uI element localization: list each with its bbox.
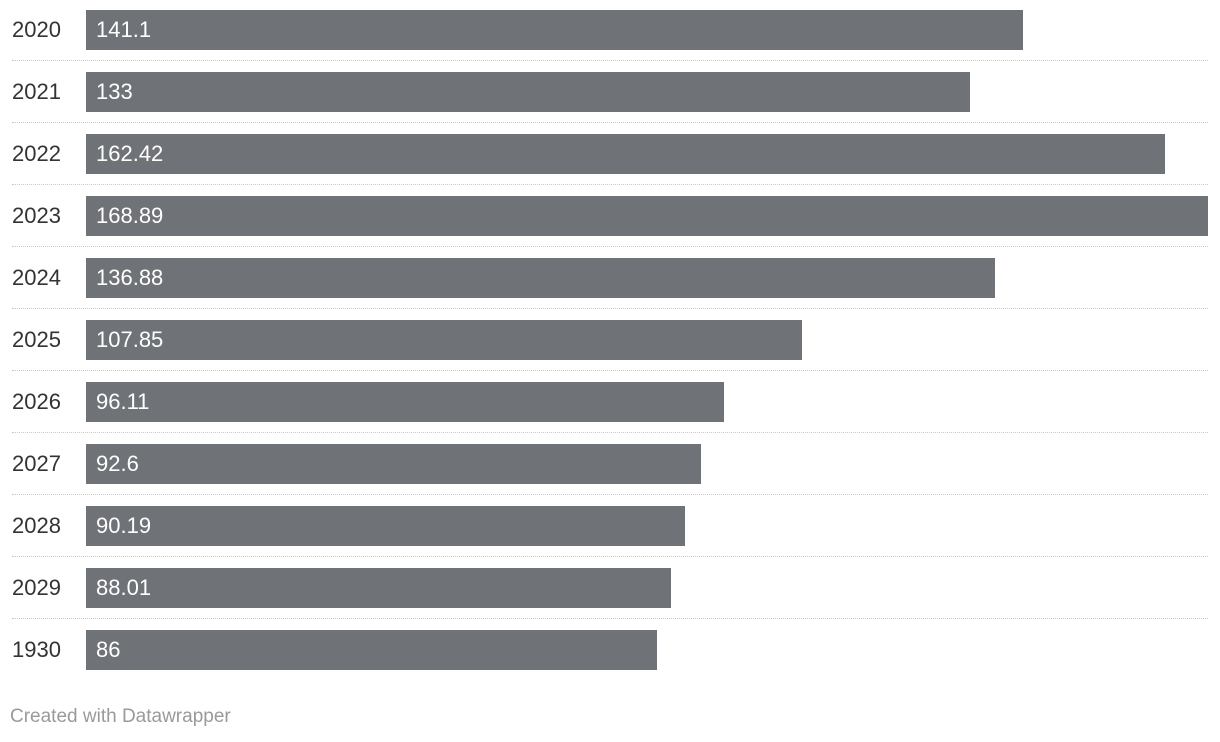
bar bbox=[86, 382, 724, 422]
chart-row: 2027 92.6 bbox=[0, 444, 1220, 506]
bar-value-label: 136.88 bbox=[96, 265, 164, 290]
bar bbox=[86, 444, 701, 484]
bar-value-label: 162.42 bbox=[96, 141, 164, 166]
bar bbox=[86, 568, 671, 608]
bar-chart: 2020 141.1 2021 133 2022 162.42 2023 168.89 2024… bbox=[0, 10, 1220, 692]
row-divider bbox=[12, 184, 1208, 185]
category-label: 2024 bbox=[12, 265, 61, 290]
bar bbox=[86, 630, 657, 670]
row-divider bbox=[12, 432, 1208, 433]
row-divider bbox=[12, 246, 1208, 247]
bar bbox=[86, 320, 802, 360]
category-label: 2026 bbox=[12, 389, 61, 414]
category-label: 2028 bbox=[12, 513, 61, 538]
chart-row: 2023 168.89 bbox=[0, 196, 1220, 258]
row-divider bbox=[12, 618, 1208, 619]
bar bbox=[86, 196, 1208, 236]
row-divider bbox=[12, 370, 1208, 371]
chart-row: 2021 133 bbox=[0, 72, 1220, 134]
row-divider bbox=[12, 60, 1208, 61]
category-label: 2029 bbox=[12, 575, 61, 600]
category-label: 2025 bbox=[12, 327, 61, 352]
chart-row: 2026 96.11 bbox=[0, 382, 1220, 444]
category-label: 2022 bbox=[12, 141, 61, 166]
chart-row: 2020 141.1 bbox=[0, 10, 1220, 72]
chart-row: 1930 86 bbox=[0, 630, 1220, 692]
category-label: 2023 bbox=[12, 203, 61, 228]
chart-row: 2022 162.42 bbox=[0, 134, 1220, 196]
chart-row: 2029 88.01 bbox=[0, 568, 1220, 630]
bar-value-label: 107.85 bbox=[96, 327, 164, 352]
bar-value-label: 133 bbox=[96, 79, 133, 104]
row-divider bbox=[12, 494, 1208, 495]
bar bbox=[86, 72, 970, 112]
bar-value-label: 96.11 bbox=[96, 389, 150, 414]
category-label: 2027 bbox=[12, 451, 61, 476]
category-label: 2021 bbox=[12, 79, 61, 104]
credit-text: Created with Datawrapper bbox=[10, 706, 231, 727]
chart-row: 2028 90.19 bbox=[0, 506, 1220, 568]
category-label: 1930 bbox=[12, 637, 61, 662]
bar-value-label: 141.1 bbox=[96, 17, 152, 42]
row-divider bbox=[12, 122, 1208, 123]
bar-value-label: 90.19 bbox=[96, 513, 152, 538]
bar bbox=[86, 258, 995, 298]
chart-row: 2024 136.88 bbox=[0, 258, 1220, 320]
bar bbox=[86, 506, 685, 546]
bar-value-label: 88.01 bbox=[96, 575, 152, 600]
bar-value-label: 86 bbox=[96, 637, 121, 662]
bar bbox=[86, 10, 1023, 50]
bar-value-label: 92.6 bbox=[96, 451, 139, 476]
bar bbox=[86, 134, 1165, 174]
category-label: 2020 bbox=[12, 17, 61, 42]
bar-value-label: 168.89 bbox=[96, 203, 164, 228]
row-divider bbox=[12, 308, 1208, 309]
row-divider bbox=[12, 556, 1208, 557]
chart-row: 2025 107.85 bbox=[0, 320, 1220, 382]
